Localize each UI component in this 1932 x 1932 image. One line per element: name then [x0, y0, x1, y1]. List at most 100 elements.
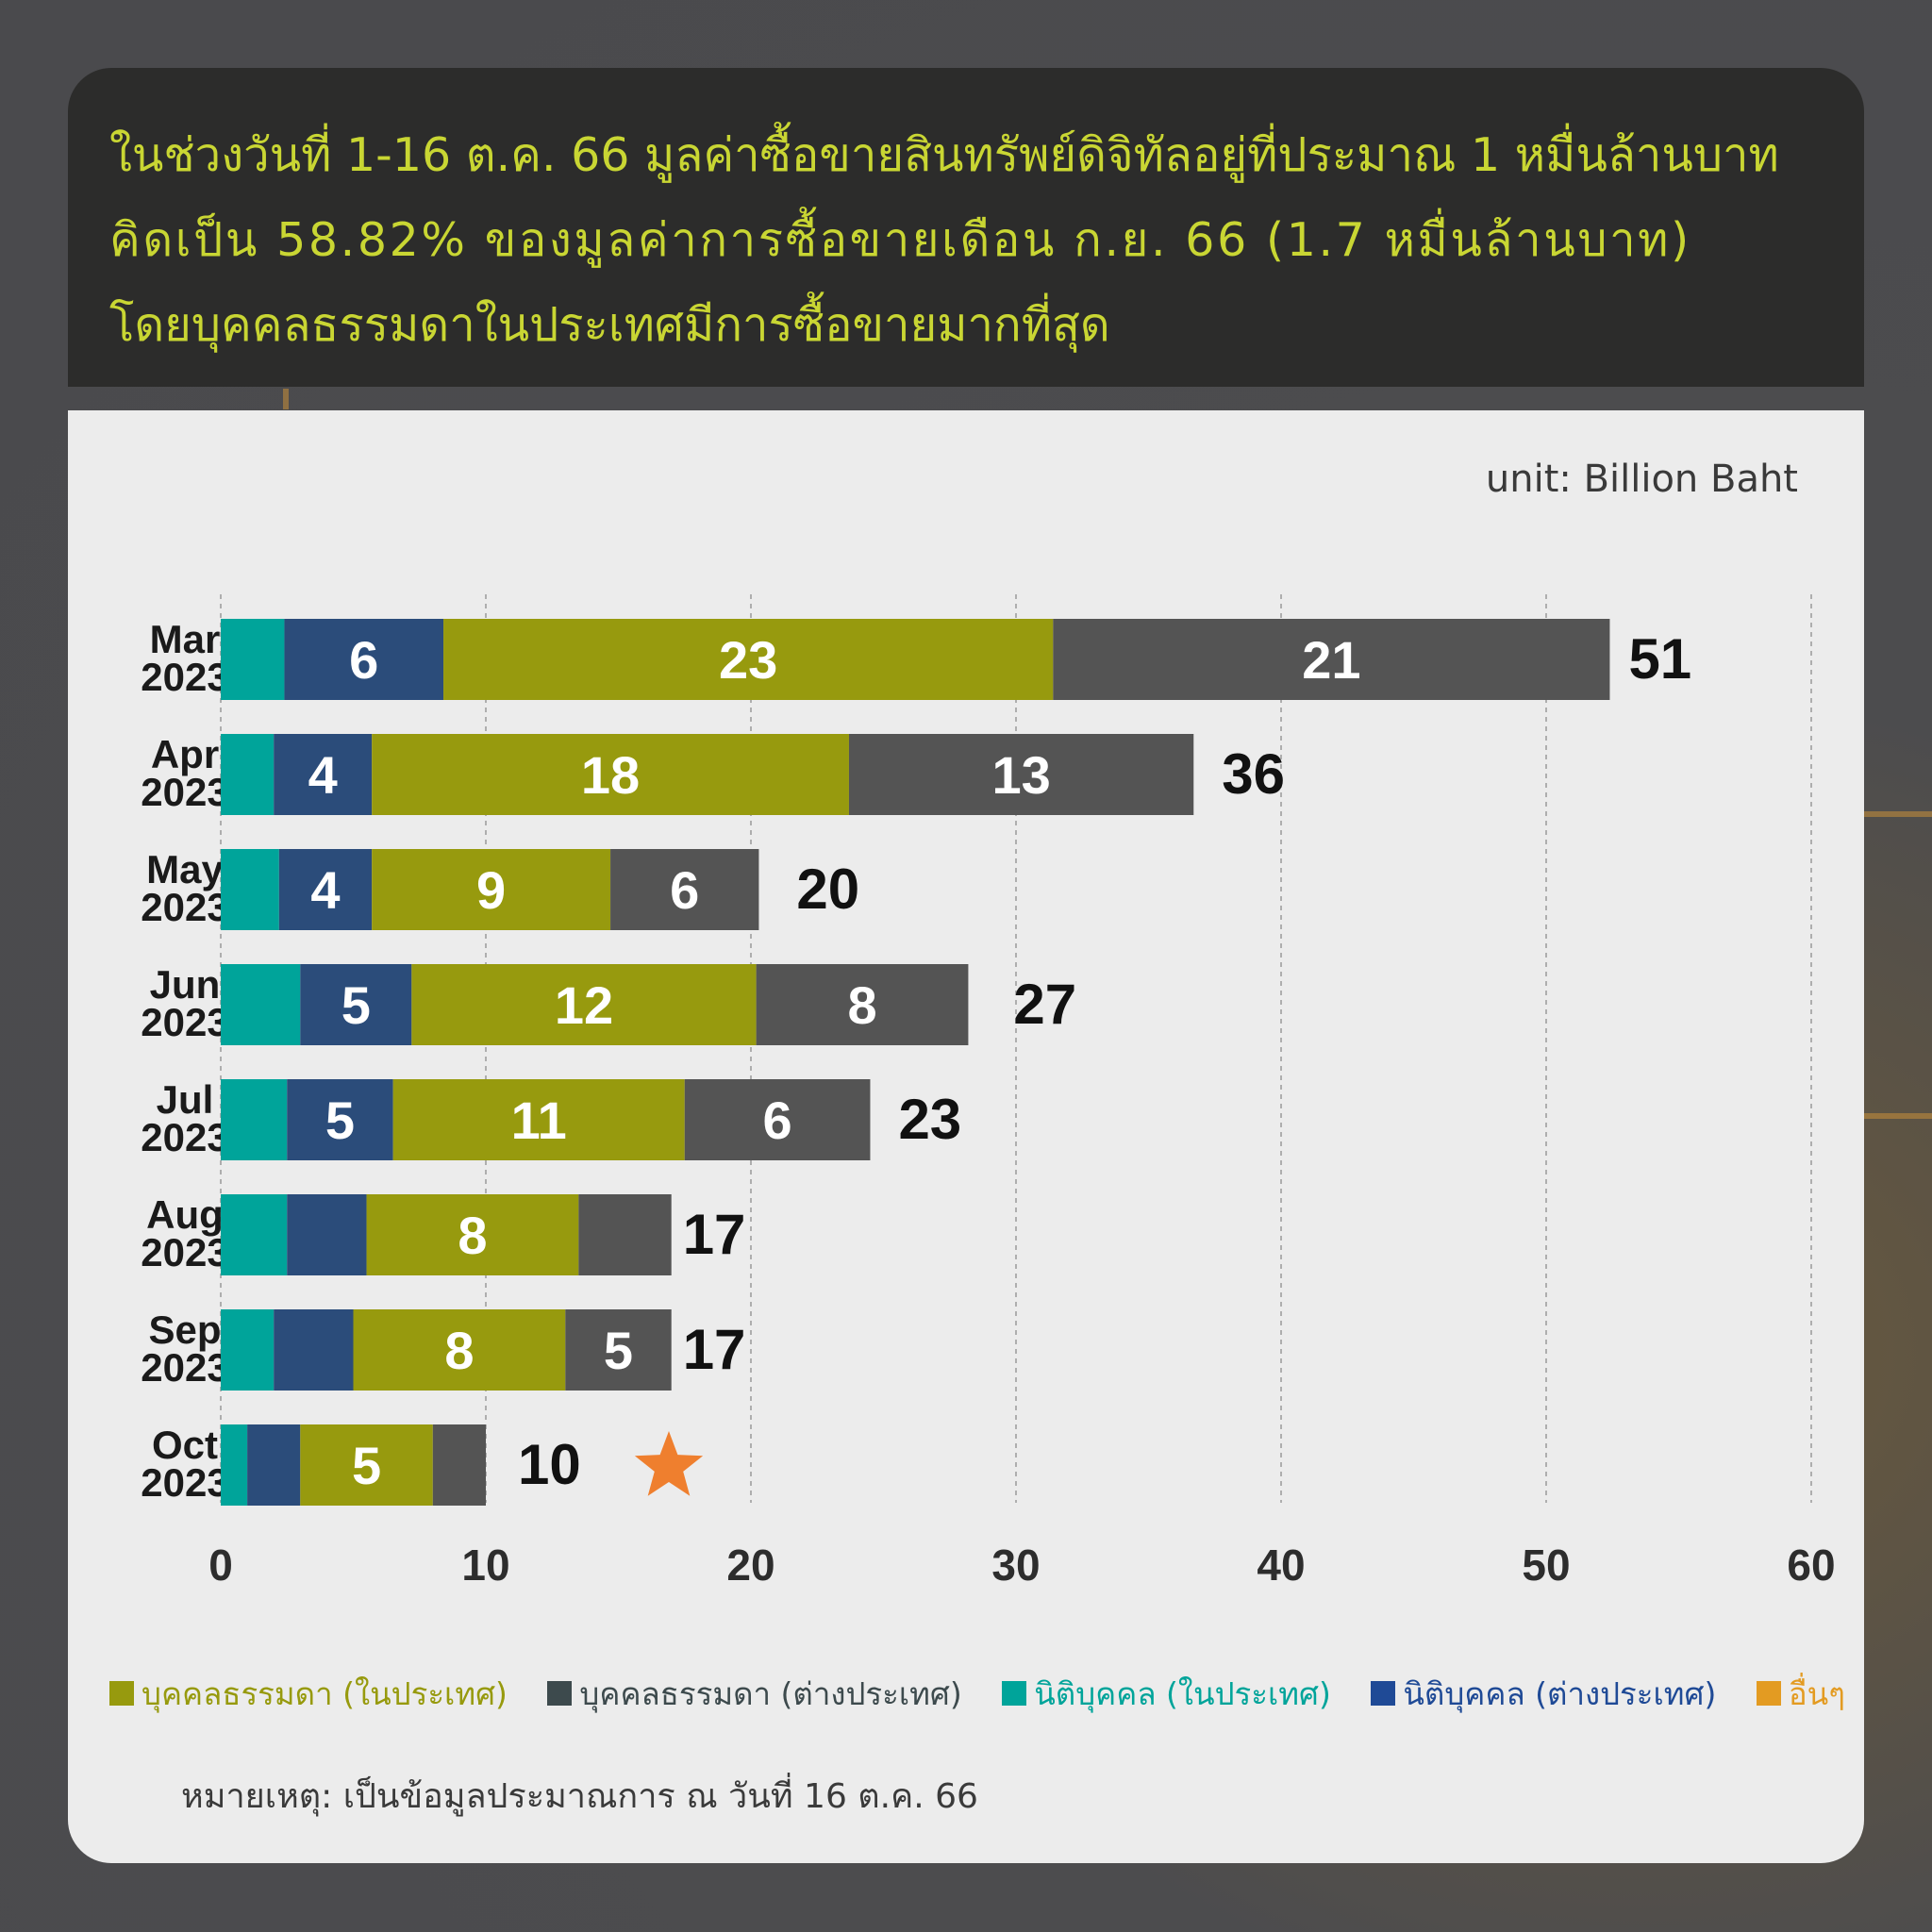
- bar-value-label: 8: [847, 975, 876, 1035]
- category-label: Apr 2023: [141, 732, 228, 814]
- x-tick-label: 0: [208, 1541, 233, 1590]
- chart-legend: บุคคลธรรมดา (ในประเทศ) บุคคลธรรมดา (ต่างป…: [109, 1665, 1845, 1722]
- bar-segment: [432, 1424, 486, 1506]
- bar-segment: [684, 1079, 871, 1160]
- bar-total-label: 36: [1222, 742, 1285, 806]
- bar-segment: [353, 1309, 566, 1391]
- legend-swatch: [1002, 1681, 1027, 1706]
- category-label: Jun 2023: [141, 962, 228, 1044]
- background-decoration: [1864, 811, 1932, 817]
- x-tick-label: 10: [461, 1541, 509, 1590]
- bar-segment: [392, 1079, 685, 1160]
- title-line-3: โดยบุคคลธรรมดาในประเทศมีการซื้อขายมากที่…: [109, 298, 1110, 352]
- bar-value-label: 8: [458, 1206, 487, 1265]
- bar-segment: [221, 1309, 275, 1391]
- bar-segment: [221, 734, 275, 815]
- bar-segment: [221, 1079, 288, 1160]
- category-label: Sep 2023: [141, 1307, 228, 1390]
- bar-segment: [221, 619, 285, 700]
- legend-label: บุคคลธรรมดา (ต่างประเทศ): [579, 1674, 962, 1712]
- bar-total-label: 20: [796, 858, 859, 921]
- bar-segment: [300, 1424, 433, 1506]
- bar-segment: [366, 1194, 579, 1275]
- legend-item: บุคคลธรรมดา (ในประเทศ): [109, 1669, 508, 1719]
- x-tick-label: 20: [726, 1541, 774, 1590]
- bar-total-label: 17: [683, 1203, 746, 1266]
- chart-card: unit: Billion Baht 0 10 20 30 40 50 60 Mar 2023 6…: [68, 410, 1864, 1863]
- legend-label: อื่นๆ: [1788, 1674, 1845, 1712]
- bar-segment: [278, 849, 373, 930]
- legend-label: นิติบุคคล (ต่างประเทศ): [1403, 1674, 1717, 1712]
- legend-swatch: [109, 1681, 134, 1706]
- legend-label: นิติบุคคล (ในประเทศ): [1034, 1674, 1331, 1712]
- bar-value-label: 6: [349, 630, 378, 690]
- category-label: May 2023: [141, 847, 228, 929]
- bar-segment: [372, 849, 611, 930]
- bar-value-label: 23: [719, 630, 777, 690]
- legend-label: บุคคลธรรมดา (ในประเทศ): [142, 1674, 508, 1712]
- legend-item: อื่นๆ: [1756, 1669, 1845, 1719]
- bar-segment: [287, 1194, 367, 1275]
- legend-item: บุคคลธรรมดา (ต่างประเทศ): [547, 1669, 962, 1719]
- legend-item: นิติบุคคล (ต่างประเทศ): [1371, 1669, 1716, 1719]
- footnote: หมายเหตุ: เป็นข้อมูลประมาณการ ณ วันที่ 1…: [181, 1777, 978, 1816]
- bar-segment: [565, 1309, 672, 1391]
- bar-value-label: 13: [991, 745, 1050, 805]
- bar-segment: [372, 734, 849, 815]
- bar-value-label: 5: [604, 1321, 633, 1380]
- bar-total-label: 23: [898, 1088, 961, 1151]
- legend-swatch: [1371, 1681, 1396, 1706]
- bar-total-label: 10: [518, 1433, 581, 1496]
- unit-label: unit: Billion Baht: [1485, 458, 1798, 501]
- category-label: Jul 2023: [141, 1077, 228, 1159]
- bar-value-label: 5: [325, 1091, 355, 1150]
- bar-value-label: 12: [555, 975, 613, 1035]
- x-tick-label: 50: [1522, 1541, 1570, 1590]
- stacked-bar-chart: 0 10 20 30 40 50 60 Mar 2023 6 23 21 51 Apr 2023 4 18 13 3…: [141, 594, 1836, 1590]
- bar-segment: [578, 1194, 672, 1275]
- bar-segment: [756, 964, 969, 1045]
- bar-segment: [411, 964, 757, 1045]
- bar-segment: [1053, 619, 1610, 700]
- bar-value-label: 4: [310, 860, 340, 920]
- bar-segment: [284, 619, 444, 700]
- bar-total-label: 27: [1013, 973, 1076, 1036]
- bar-value-label: 8: [444, 1321, 474, 1380]
- legend-item: นิติบุคคล (ในประเทศ): [1002, 1669, 1331, 1719]
- legend-swatch: [1756, 1681, 1781, 1706]
- bar-value-label: 11: [511, 1091, 567, 1150]
- bar-total-label: 17: [683, 1318, 746, 1381]
- title-line-2: คิดเป็น 58.82% ของมูลค่าการซื้อขายเดือน …: [109, 213, 1691, 267]
- x-tick-label: 30: [991, 1541, 1040, 1590]
- background-decoration: [1864, 1113, 1932, 1119]
- bar-segment: [848, 734, 1194, 815]
- category-label: Mar 2023: [141, 617, 228, 699]
- bar-segment: [247, 1424, 301, 1506]
- highlight-star-icon: [634, 1431, 704, 1496]
- bar-value-label: 9: [476, 860, 506, 920]
- title-line-1: ในช่วงวันที่ 1-16 ต.ค. 66 มูลค่าซื้อขายส…: [109, 128, 1779, 182]
- bar-value-label: 4: [308, 745, 338, 805]
- bar-segment: [443, 619, 1054, 700]
- bar-segment: [610, 849, 759, 930]
- bar-value-label: 6: [763, 1091, 792, 1150]
- bar-segment: [287, 1079, 393, 1160]
- x-tick-label: 60: [1787, 1541, 1835, 1590]
- bar-value-label: 5: [341, 975, 371, 1035]
- background-decoration: [283, 389, 289, 409]
- page-title: ในช่วงวันที่ 1-16 ต.ค. 66 มูลค่าซื้อขายส…: [109, 113, 1836, 368]
- bar-segment: [274, 734, 373, 815]
- legend-swatch: [547, 1681, 573, 1706]
- bar-value-label: 5: [352, 1436, 381, 1495]
- bar-segment: [274, 1309, 354, 1391]
- bar-value-label: 18: [581, 745, 640, 805]
- category-label: Oct 2023: [141, 1423, 228, 1505]
- category-label: Aug 2023: [141, 1192, 228, 1274]
- bar-segment: [221, 849, 279, 930]
- bar-value-label: 21: [1302, 630, 1360, 690]
- bar-total-label: 51: [1628, 627, 1691, 691]
- bar-segment: [221, 1194, 288, 1275]
- x-tick-label: 40: [1257, 1541, 1305, 1590]
- title-banner: ในช่วงวันที่ 1-16 ต.ค. 66 มูลค่าซื้อขายส…: [68, 68, 1864, 387]
- bar-segment: [221, 1424, 248, 1506]
